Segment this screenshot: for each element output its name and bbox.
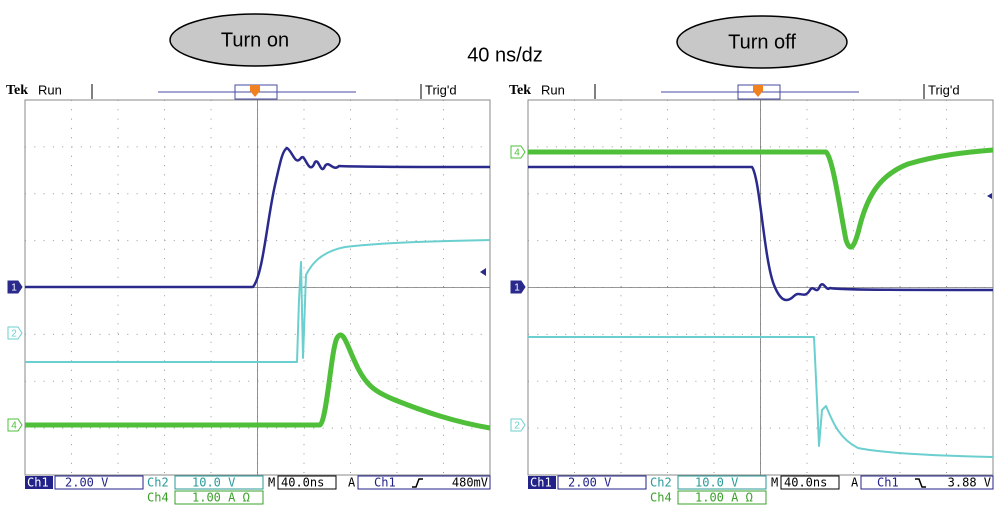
trigger-state: Trig'd: [425, 82, 457, 97]
channel-marker-label: 1: [514, 283, 520, 294]
ch2-scale: 10.0 V: [695, 476, 738, 490]
scope: Tek Run Trig'd 1 2 4 Ch1 2.00 V Ch2 10.0 V M 40.0ns…: [6, 82, 490, 504]
slope: [915, 479, 926, 487]
brand: Tek: [6, 83, 28, 98]
trig-source: Ch1: [374, 476, 396, 490]
m: M: [268, 476, 275, 490]
figure: Turn on Turn off 40 ns/dz Tek Run Trig'd 1 2…: [0, 0, 997, 510]
ch1: Ch1: [27, 476, 49, 490]
timebase: 40 ns/dz: [467, 44, 543, 66]
trigger-pos: [753, 85, 763, 97]
ch4-scale: 1.00 A Ω: [695, 491, 753, 505]
scope: Tek Run Trig'd 4 1 2 Ch1 2.00 V Ch2 10.0 V M 40.0ns…: [509, 82, 993, 504]
ch2: Ch2: [650, 476, 672, 490]
channel-marker-label: 4: [11, 421, 17, 432]
status: Run: [38, 82, 62, 97]
ch1: Ch1: [530, 476, 552, 490]
ch4: Ch4: [650, 491, 672, 505]
label: Turn on: [221, 29, 289, 51]
trig-level: 3.88 V: [948, 476, 991, 490]
ch4: Ch4: [147, 491, 169, 505]
a: A: [348, 476, 356, 490]
status: Run: [541, 82, 565, 97]
channel-marker-label: 2: [11, 329, 17, 340]
label: Turn off: [728, 31, 796, 53]
trigger-pos: [250, 85, 260, 97]
timebase: 40.0ns: [281, 476, 324, 490]
brand: Tek: [509, 83, 531, 98]
m: M: [771, 476, 778, 490]
a: A: [851, 476, 859, 490]
ch4-scale: 1.00 A Ω: [192, 491, 250, 505]
channel-marker-label: 4: [514, 148, 520, 159]
trigger-state: Trig'd: [928, 82, 960, 97]
timebase: 40.0ns: [784, 476, 827, 490]
ch1-scale: 2.00 V: [65, 476, 108, 490]
slope: [412, 479, 423, 487]
channel-marker-label: 2: [514, 421, 520, 432]
ch1-scale: 2.00 V: [568, 476, 611, 490]
trig-level: 480mV: [452, 476, 488, 490]
ch2: Ch2: [147, 476, 169, 490]
trig-source: Ch1: [877, 476, 899, 490]
ch2-scale: 10.0 V: [192, 476, 235, 490]
channel-marker-label: 1: [11, 283, 17, 294]
